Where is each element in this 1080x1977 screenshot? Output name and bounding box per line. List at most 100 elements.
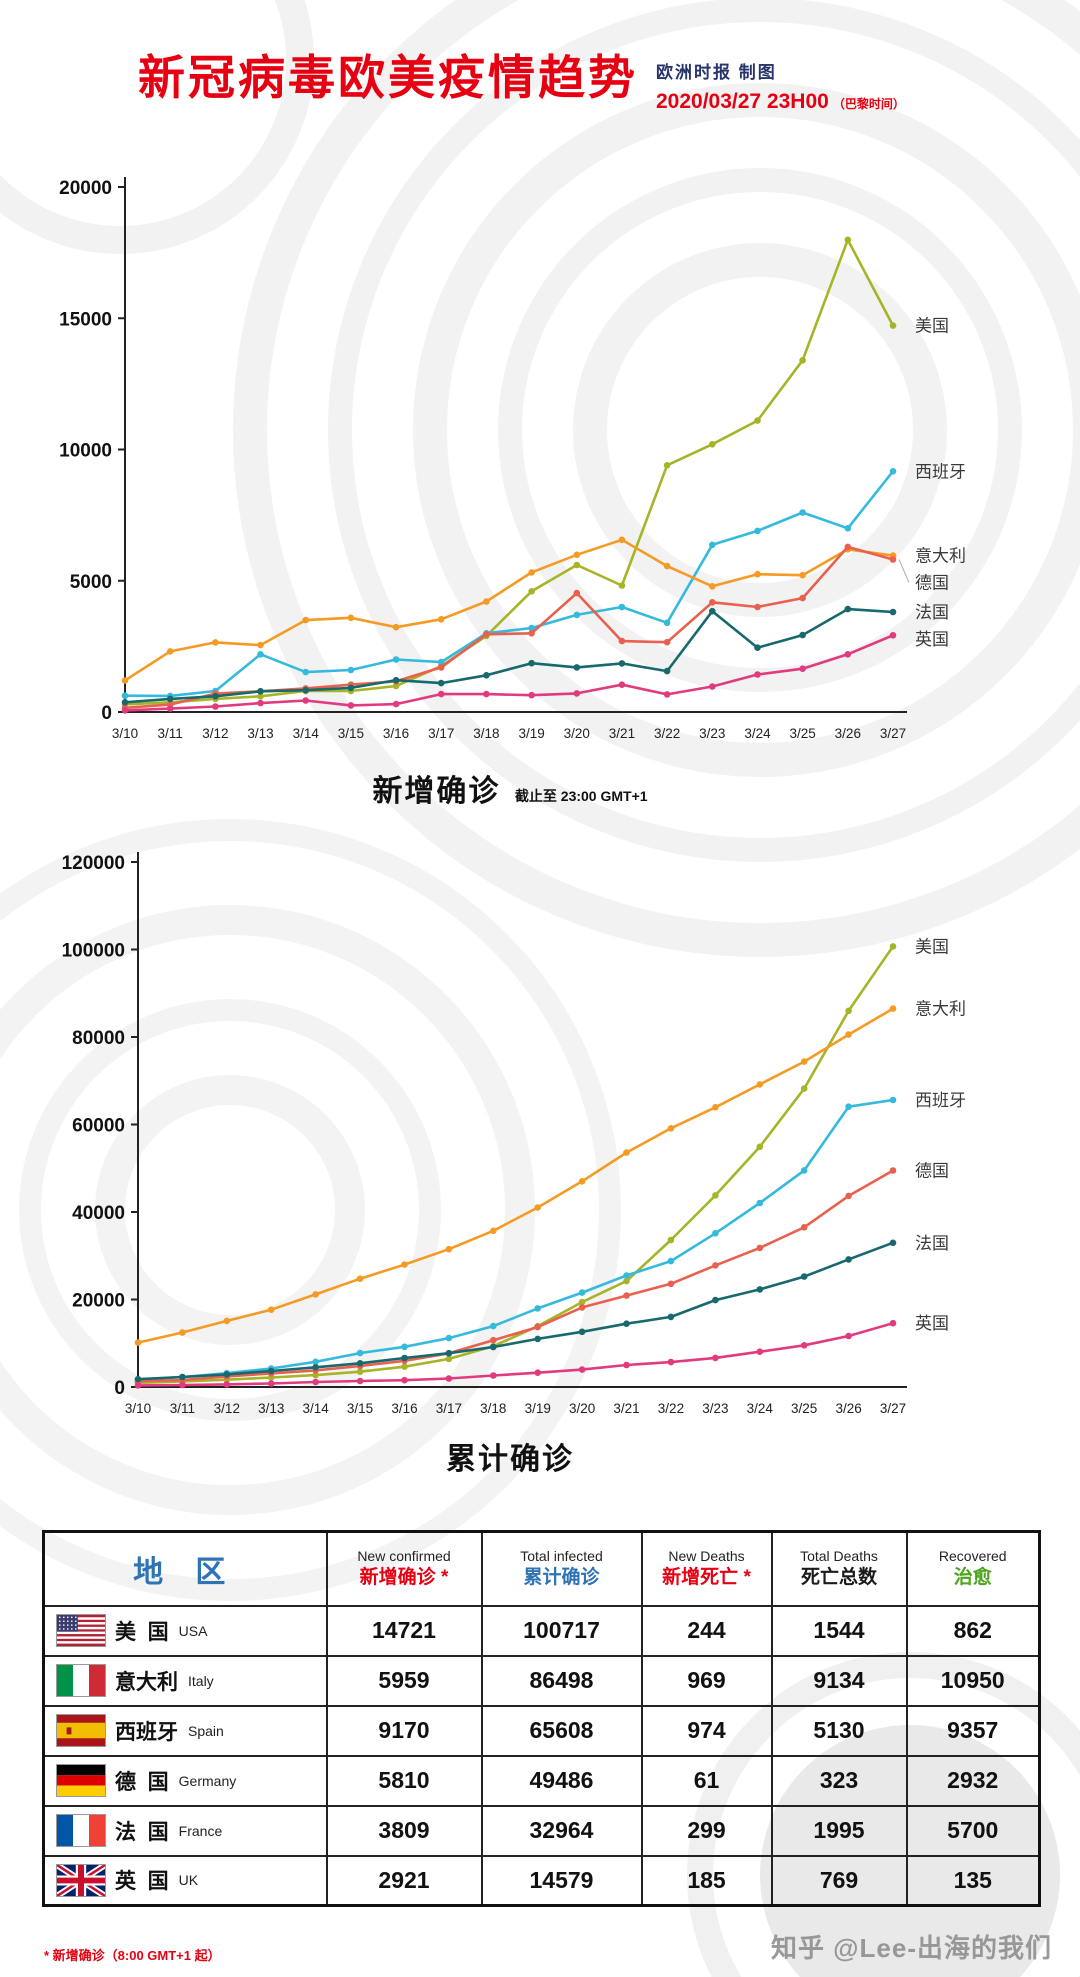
region-cell: 美 国 USA — [42, 1604, 328, 1657]
point-france — [578, 1328, 586, 1336]
table-row: 意大利 Italy 5959 86498 969 9134 10950 — [42, 1654, 1041, 1707]
point-italy — [663, 562, 671, 570]
region-name-zh: 美 国 — [115, 1620, 169, 1644]
column-header: New confirmed 新增确诊 * — [325, 1530, 483, 1607]
x-tick-label: 3/18 — [473, 726, 499, 741]
value-cell: 14579 — [480, 1854, 643, 1907]
chart-cumulative-confirmed: 0 20000 40000 60000 80000 100000 120000 3/10 3/1… — [62, 852, 966, 1416]
point-italy — [754, 570, 761, 578]
point-italy — [573, 551, 581, 559]
point-uk — [618, 681, 626, 688]
point-uk — [121, 707, 129, 714]
x-tick-label: 3/12 — [202, 726, 228, 741]
value-cell: 32964 — [480, 1804, 643, 1857]
point-uk — [845, 1332, 852, 1340]
point-italy — [212, 639, 219, 646]
header: 新冠病毒欧美疫情趋势 欧洲时报 制图 2020/03/27 23H00 （巴黎时间… — [138, 52, 905, 114]
series-france — [121, 605, 897, 706]
x-tick-label: 3/24 — [744, 726, 771, 741]
point-usa — [445, 1355, 453, 1363]
point-uk — [134, 1382, 142, 1389]
table-row: 西班牙 Spain 9170 65608 974 5130 9357 — [42, 1704, 1041, 1757]
chart1-subtitle: 截止至 23:00 GMT+1 — [514, 788, 648, 804]
header-meta: 欧洲时报 制图 2020/03/27 23H00 （巴黎时间） — [656, 58, 905, 114]
y-tick-label: 20000 — [72, 1291, 125, 1312]
value-cell: 185 — [640, 1854, 773, 1907]
point-usa — [312, 1371, 319, 1379]
point-germany — [618, 637, 626, 645]
point-uk — [401, 1376, 408, 1384]
region-name-en: Spain — [188, 1722, 224, 1739]
point-germany — [623, 1292, 630, 1299]
series-label-france: 法国 — [915, 603, 949, 622]
series-label-usa: 美国 — [915, 937, 949, 956]
line-spain — [136, 1098, 895, 1381]
region-name-en: UK — [178, 1872, 199, 1889]
point-uk — [889, 632, 897, 639]
series-italy — [134, 1005, 897, 1346]
point-usa — [573, 561, 581, 569]
page-title: 新冠病毒欧美疫情趋势 — [138, 51, 638, 104]
point-spain — [356, 1349, 364, 1357]
x-tick-label: 3/23 — [702, 1401, 728, 1416]
region-name-zh: 英 国 — [115, 1870, 169, 1894]
point-usa — [754, 417, 761, 424]
point-germany — [799, 594, 806, 602]
point-france — [889, 1239, 897, 1247]
point-germany — [528, 630, 535, 637]
point-france — [179, 1373, 186, 1381]
point-spain — [534, 1305, 541, 1312]
point-germany — [437, 664, 445, 671]
point-germany — [483, 631, 490, 638]
column-header: Total Deaths 死亡总数 — [770, 1530, 908, 1607]
point-uk — [754, 671, 761, 678]
x-tick-label: 3/22 — [654, 726, 680, 741]
point-uk — [534, 1369, 541, 1376]
label-leader-germany — [898, 559, 910, 583]
region-name-en: France — [178, 1822, 223, 1839]
point-usa — [667, 1236, 675, 1244]
point-uk — [267, 1380, 275, 1387]
x-tick-label: 3/23 — [699, 726, 725, 741]
point-france — [573, 664, 581, 671]
y-tick-label: 20000 — [59, 178, 112, 199]
y-tick-label: 80000 — [72, 1028, 125, 1049]
point-spain — [754, 527, 761, 535]
column-header-zh: 新增死亡 * — [662, 1566, 751, 1588]
point-uk — [483, 690, 490, 698]
point-uk — [212, 703, 219, 710]
point-italy — [889, 1005, 897, 1012]
point-france — [756, 1286, 764, 1293]
value-cell: 9357 — [905, 1704, 1041, 1757]
point-italy — [800, 1058, 808, 1065]
line-germany — [136, 1169, 895, 1383]
point-usa — [756, 1143, 764, 1151]
column-header-zh: 累计确诊 — [523, 1566, 600, 1588]
series-spain — [121, 468, 897, 700]
y-tick-label: 5000 — [70, 572, 112, 593]
chart-new-confirmed: 0 5000 10000 15000 20000 3/10 3/11 3/12 3/13 3/14… — [59, 177, 966, 741]
chart1-caption: 新增确诊 截止至 23:00 GMT+1 — [0, 766, 1020, 810]
point-france — [712, 1296, 719, 1304]
point-france — [302, 686, 310, 694]
region-header-label: 地 区 — [133, 1555, 238, 1589]
footnote: * 新增确诊（8:00 GMT+1 起） — [44, 1948, 221, 1963]
point-uk — [347, 702, 355, 709]
point-usa — [392, 682, 400, 690]
region-cell: 西班牙 Spain — [42, 1704, 328, 1757]
point-germany — [889, 1167, 897, 1174]
point-france — [134, 1375, 142, 1383]
y-tick-label: 40000 — [72, 1203, 125, 1224]
point-usa — [800, 1085, 808, 1092]
summary-table: 地 区 New confirmed 新增确诊 * Total infected 累计确… — [42, 1530, 1041, 1907]
y-tick-label: 0 — [101, 703, 112, 724]
value-cell: 100717 — [480, 1604, 643, 1657]
x-tick-label: 3/26 — [835, 726, 861, 741]
x-tick-label: 3/12 — [214, 1401, 240, 1416]
point-germany — [663, 638, 671, 646]
value-cell: 9170 — [325, 1704, 483, 1757]
x-tick-label: 3/24 — [747, 1401, 774, 1416]
region-cell: 英 国 UK — [42, 1854, 328, 1907]
x-tick-label: 3/21 — [613, 1401, 639, 1416]
